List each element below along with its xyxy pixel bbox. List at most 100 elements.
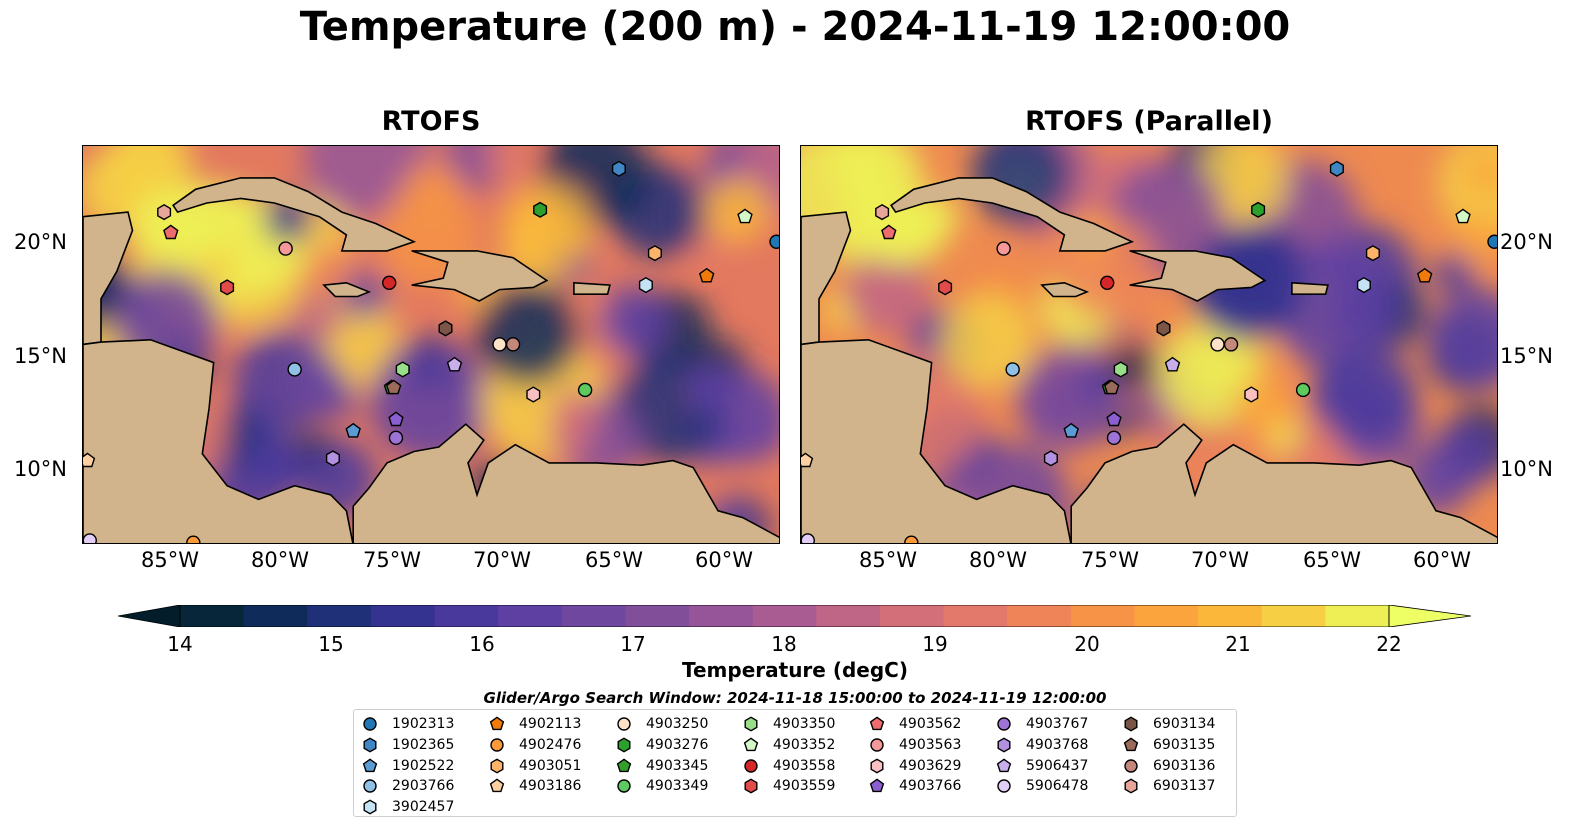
legend-marker-4903558 <box>744 758 758 773</box>
legend-label: 4902476 <box>519 736 582 753</box>
legend-label: 4903250 <box>646 716 709 732</box>
float-marker-4903349 <box>577 382 593 398</box>
legend-label: 1902313 <box>392 716 455 732</box>
legend-marker-4903250 <box>617 717 631 731</box>
lon-tick-label: 75°W <box>363 548 421 572</box>
legend-label: 4903349 <box>646 778 709 795</box>
legend-item-6903135: 6903135 <box>1123 735 1215 755</box>
legend-item-4903350: 4903350 <box>743 714 835 734</box>
colorbar-segment <box>561 605 627 627</box>
float-marker-4902113 <box>1416 267 1433 283</box>
legend-marker-4903276 <box>617 737 631 753</box>
float-marker-1902313 <box>769 234 779 249</box>
float-marker-4902476 <box>904 535 919 543</box>
colorbar-tick-label: 14 <box>167 632 193 656</box>
legend-label: 1902522 <box>392 757 455 774</box>
legend-item-4903563: 4903563 <box>869 735 961 755</box>
legend-item-4903562: 4903562 <box>869 714 961 734</box>
legend-item-1902365: 1902365 <box>362 735 454 755</box>
legend-marker-4902476 <box>490 738 504 752</box>
land-southam <box>352 423 779 543</box>
float-marker-4902113 <box>698 267 715 283</box>
float-marker-4903186 <box>801 452 814 468</box>
colorbar-segment <box>434 605 499 627</box>
colorbar-tick-label: 20 <box>1074 632 1100 656</box>
legend-label: 6903135 <box>1153 736 1216 753</box>
float-marker-6903134 <box>1156 320 1171 337</box>
legend-label: 4903562 <box>899 716 962 732</box>
legend-item-4903559: 4903559 <box>743 776 835 796</box>
colorbar-tick-label: 21 <box>1225 632 1251 656</box>
legend-marker-6903135 <box>1123 737 1139 751</box>
float-marker-4903629 <box>526 386 541 403</box>
float-marker-4903563 <box>996 241 1011 256</box>
legend-item-4903349: 4903349 <box>616 776 708 796</box>
legend-item-3902457: 3902457 <box>362 797 454 817</box>
float-marker-4903250 <box>492 337 507 352</box>
colorbar-segment <box>752 605 817 627</box>
lat-tick-label: 10°N <box>1500 457 1553 481</box>
lon-tick-label: 70°W <box>1191 548 1249 572</box>
legend-marker-6903136 <box>1124 758 1138 773</box>
legend-marker-4903051 <box>490 758 504 774</box>
legend-label: 4902113 <box>519 716 582 732</box>
legend-item-5906478: 5906478 <box>996 776 1088 796</box>
legend-item-4903768: 4903768 <box>996 735 1088 755</box>
legend-label: 5906478 <box>1026 778 1089 795</box>
legend-label: 4903352 <box>773 736 836 753</box>
float-marker-4903350 <box>395 361 410 378</box>
legend-label: 4903051 <box>519 757 582 774</box>
float-legend: 1902313 1902365 1902522 2903766 3902457 49021… <box>353 709 1237 817</box>
legend-item-4903276: 4903276 <box>616 735 708 755</box>
land-centralam <box>801 338 1072 543</box>
lat-tick-label: 15°N <box>1500 344 1553 368</box>
lon-tick-label: 60°W <box>1413 548 1471 572</box>
float-marker-4903276 <box>1251 201 1266 218</box>
legend-label: 6903137 <box>1153 778 1216 795</box>
land-hispaniola <box>411 250 549 302</box>
colorbar-tick-label: 16 <box>469 632 495 656</box>
float-marker-4903766 <box>1106 411 1122 427</box>
legend-label: 4903186 <box>519 778 582 795</box>
float-marker-5906437 <box>446 356 463 372</box>
float-marker-4903558 <box>382 275 397 291</box>
legend-item-4903345: 4903345 <box>616 756 708 776</box>
colorbar-segment <box>943 605 1008 627</box>
float-marker-1902522 <box>345 422 361 438</box>
legend-marker-4903559 <box>744 778 758 794</box>
legend-item-2903766: 2903766 <box>362 776 454 796</box>
float-marker-6903137 <box>157 203 172 221</box>
colorbar-segment <box>498 605 563 627</box>
lat-tick-label: 20°N <box>14 230 67 254</box>
legend-item-5906437: 5906437 <box>996 756 1088 776</box>
float-marker-4903276 <box>533 201 548 218</box>
colorbar-segment <box>689 605 754 627</box>
legend-label: 6903134 <box>1153 716 1216 732</box>
float-marker-1902313 <box>1487 234 1497 249</box>
legend-label: 4903276 <box>646 736 709 753</box>
legend-label: 4903558 <box>773 757 836 774</box>
legend-marker-4903186 <box>489 778 505 793</box>
figure-title: Temperature (200 m) - 2024-11-19 12:00:0… <box>299 4 1291 50</box>
colorbar-segment <box>816 605 881 627</box>
legend-item-4903629: 4903629 <box>869 756 961 776</box>
float-marker-4903767 <box>1106 430 1122 446</box>
float-marker-4903563 <box>278 241 293 256</box>
legend-label: 2903766 <box>392 778 455 795</box>
colorbar-segment <box>1134 605 1199 627</box>
lon-tick-label: 85°W <box>859 548 917 572</box>
colorbar-segment <box>879 605 945 627</box>
legend-marker-1902522 <box>362 758 378 772</box>
legend-label: 4903559 <box>773 778 836 795</box>
float-marker-4903186 <box>83 452 96 468</box>
colorbar-tick-label: 18 <box>771 632 797 656</box>
legend-item-1902522: 1902522 <box>362 756 454 776</box>
float-marker-3902457 <box>1356 276 1371 294</box>
legend-item-4902476: 4902476 <box>489 735 581 755</box>
land-southam <box>1070 423 1497 543</box>
float-marker-4903349 <box>1295 382 1311 398</box>
colorbar-segment <box>625 605 690 627</box>
float-marker-1902522 <box>1063 422 1079 438</box>
colorbar-segment <box>1325 605 1390 627</box>
legend-label: 4903766 <box>899 778 962 795</box>
